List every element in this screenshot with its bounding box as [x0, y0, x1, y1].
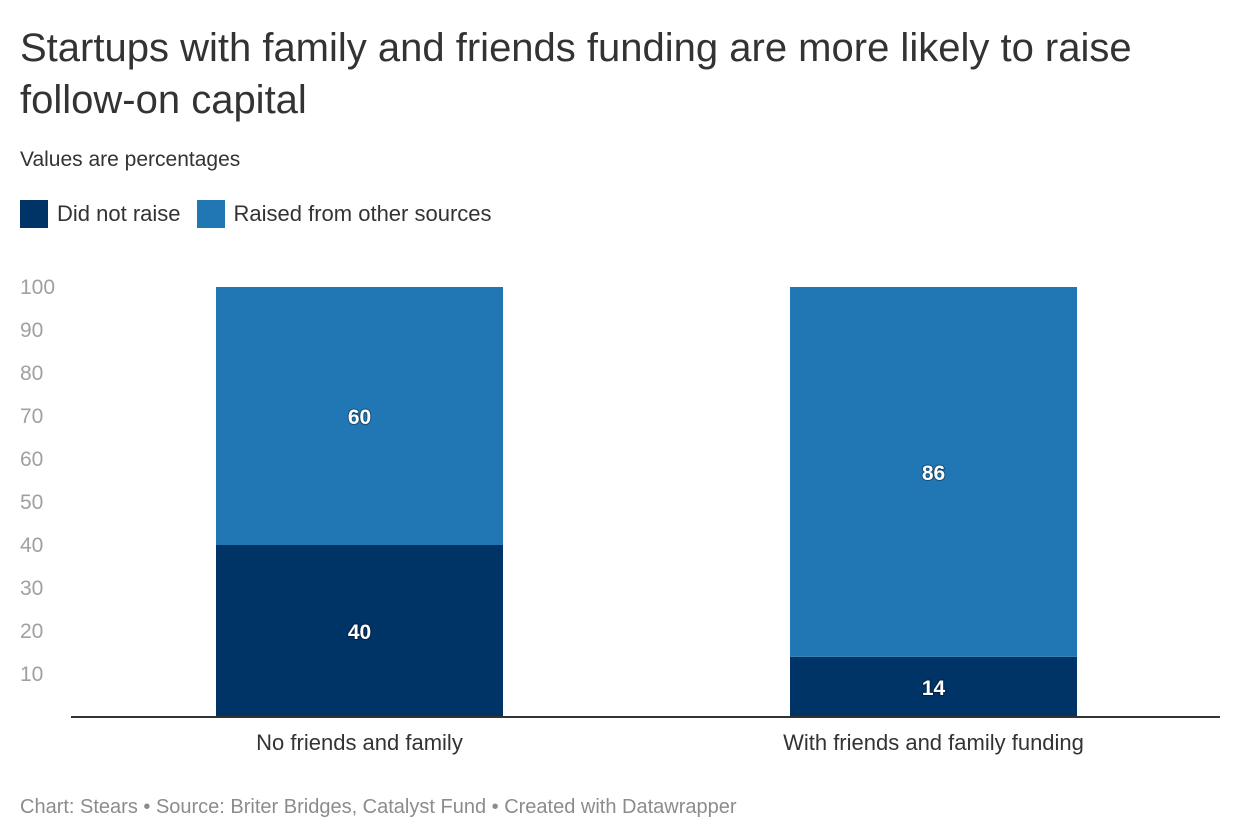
- chart-subtitle: Values are percentages: [20, 148, 241, 171]
- legend-label-did-not-raise: Did not raise: [57, 201, 181, 226]
- y-tick-label: 50: [20, 491, 43, 514]
- y-tick-label: 60: [20, 448, 43, 471]
- chart-title: Startups with family and friends funding…: [20, 26, 1132, 122]
- bar-segment: [790, 656, 1077, 717]
- bar-segment: [216, 287, 503, 545]
- bars: 40 60 14 86: [216, 287, 1077, 717]
- x-category-label: With friends and family funding: [783, 730, 1084, 755]
- legend-item-raised-other: Raised from other sources: [196, 200, 492, 228]
- x-axis-category-labels: No friends and family With friends and fa…: [256, 730, 1084, 755]
- bar-segment: [216, 545, 503, 717]
- bar-value-label: 86: [922, 462, 945, 485]
- legend-item-did-not-raise: Did not raise: [20, 200, 181, 228]
- bar-value-label: 40: [348, 621, 371, 644]
- legend-label-raised-other: Raised from other sources: [233, 201, 492, 226]
- y-tick-label: 90: [20, 319, 43, 342]
- legend: Did not raise Raised from other sources: [20, 200, 508, 228]
- y-tick-label: 40: [20, 534, 43, 557]
- y-tick-label: 30: [20, 577, 43, 600]
- bar-value-label: 60: [348, 406, 371, 429]
- y-tick-label: 20: [20, 620, 43, 643]
- y-axis-ticks: 10 20 30 40 50 60 70 80 90 100: [20, 276, 55, 686]
- legend-swatch-raised-other: [196, 200, 225, 228]
- bar-value-label: 14: [922, 677, 946, 700]
- chart-footer: Chart: Stears • Source: Briter Bridges, …: [20, 796, 737, 818]
- y-tick-label: 100: [20, 276, 55, 299]
- y-tick-label: 80: [20, 362, 43, 385]
- y-tick-label: 70: [20, 405, 43, 428]
- x-category-label: No friends and family: [256, 730, 463, 755]
- y-tick-label: 10: [20, 663, 43, 686]
- legend-swatch-did-not-raise: [20, 200, 48, 228]
- bar-segment: [790, 287, 1077, 657]
